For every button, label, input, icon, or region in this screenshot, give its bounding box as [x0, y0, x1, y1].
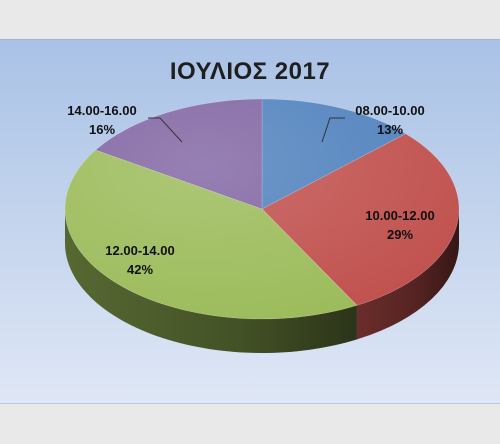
slice-percent-label: 29% — [387, 227, 413, 242]
slice-label: 14.00-16.00 — [67, 103, 136, 118]
pie-slice-side-shade — [65, 209, 357, 354]
bottom-band — [0, 404, 500, 444]
top-band — [0, 0, 500, 39]
pie-slice-side-shade — [356, 209, 459, 340]
leader-line-14.00-16.00 — [148, 117, 183, 143]
slice-percent-label: 42% — [127, 262, 153, 277]
slice-label: 10.00-12.00 — [365, 208, 434, 223]
chart-title: ΙΟΥΛΙΟΣ 2017 — [169, 58, 331, 85]
pie-gloss — [65, 99, 459, 319]
slice-label: 12.00-14.00 — [105, 243, 174, 258]
leader-line-08.00-10.00 — [321, 117, 345, 143]
slice-label: 08.00-10.00 — [355, 103, 424, 118]
slice-percent-label: 13% — [377, 122, 403, 137]
slice-percent-label: 16% — [89, 122, 115, 137]
